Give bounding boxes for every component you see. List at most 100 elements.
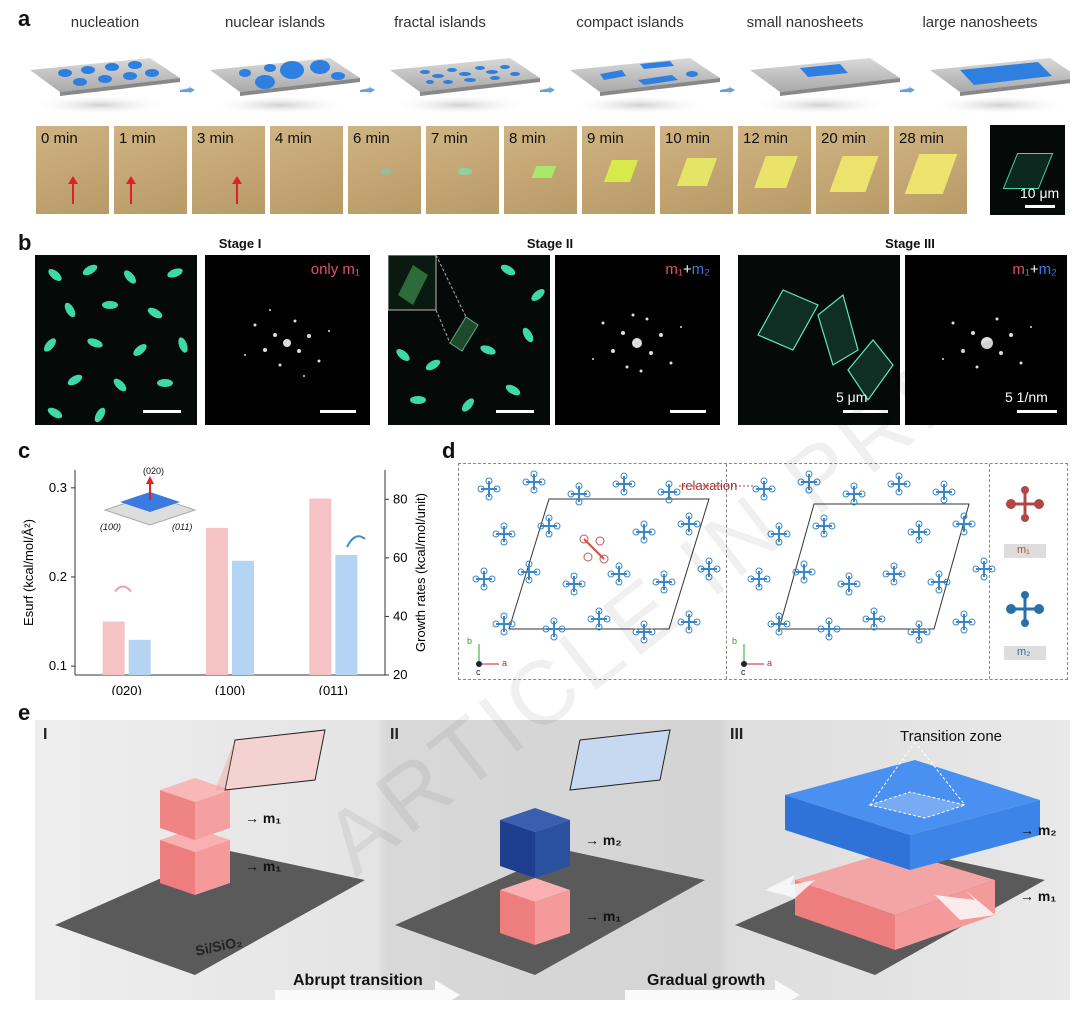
y-axis-right-label: Growth rates (kcal/mol/unit) xyxy=(413,493,428,652)
e-label-m2-stage2: → m₂ xyxy=(585,832,622,848)
arrow-left-icon xyxy=(114,585,132,593)
slab-small-nanosheets xyxy=(750,58,900,115)
stage3-cubes xyxy=(765,741,1040,950)
crystal-structure-box: relaxation m₁ m₂ b a c b a c xyxy=(458,463,1068,680)
frame-3min: 3 min xyxy=(191,125,266,215)
e-label-m1-stage2: → m₁ xyxy=(585,908,622,924)
frame-8min: 8 min xyxy=(503,125,578,215)
bar-esurf xyxy=(102,621,125,675)
y-axis-label: Esurf (kcal/mol/Å²) xyxy=(21,519,36,626)
bar-growth-rate xyxy=(232,560,254,675)
ytick-right-label: 80 xyxy=(393,491,407,506)
e-label-m2-stage3: → m₂ xyxy=(1020,822,1057,838)
inset-label-020: (020) xyxy=(143,466,165,476)
fluorescence-frame: 10 μm xyxy=(990,125,1065,215)
axis-c-right: c xyxy=(741,667,746,677)
axis-b-right: b xyxy=(732,636,738,646)
micrograph-stage1 xyxy=(35,255,197,425)
inset-label-011: (011) xyxy=(172,522,193,532)
axes-icon-left xyxy=(476,644,499,667)
bar-growth-rate xyxy=(335,554,358,675)
e-label-m1-bottom: → m₁ xyxy=(245,858,282,874)
frame-20min: 20 min xyxy=(815,125,890,215)
xtick-label: (100) xyxy=(215,683,245,695)
stage-label-small-nanosheets: small nanosheets xyxy=(746,14,864,31)
slab-large-nanosheets xyxy=(930,58,1070,115)
axis-c-left: c xyxy=(476,667,481,677)
ytick-right-label: 40 xyxy=(393,608,407,623)
axes-icon-right xyxy=(741,644,764,667)
scale-label-5-1nm: 5 1/nm xyxy=(1005,389,1048,405)
panel-a-letter: a xyxy=(18,6,31,31)
stage-roman-1: I xyxy=(43,726,48,743)
slab-nucleation xyxy=(30,58,180,115)
transition-zone-label: Transition zone xyxy=(900,728,1002,745)
frame-1min: 1 min xyxy=(113,125,188,215)
ytick-label: 0.1 xyxy=(49,658,67,673)
slab-fractal-islands xyxy=(390,58,540,115)
panel-d-letter: d xyxy=(442,438,456,463)
inset-label-100: (100) xyxy=(100,522,122,532)
stage-title-2: Stage II xyxy=(526,236,574,251)
saed-stage3: m₁+m₂ 5 1/nm xyxy=(905,255,1067,425)
slab-nuclear-islands xyxy=(210,58,360,115)
stage-label-compact-islands: compact islands xyxy=(576,14,684,31)
axis-a-right: a xyxy=(767,658,773,668)
stage1-cubes xyxy=(160,778,230,895)
xtick-label: (011) xyxy=(319,683,348,695)
legend-m1: m₁ xyxy=(1017,544,1030,556)
slab-compact-islands xyxy=(570,58,720,115)
stage-roman-2: II xyxy=(390,726,399,743)
e-label-m1-top: → m₁ xyxy=(245,810,282,826)
stage-label-fractal-islands: fractal islands xyxy=(394,14,486,31)
crystal-inset xyxy=(103,476,197,526)
ytick-right-label: 20 xyxy=(393,667,407,682)
abrupt-transition-label: Abrupt transition xyxy=(293,972,423,989)
red-arrow-icon xyxy=(126,176,136,204)
e-label-m1-stage3: → m₁ xyxy=(1020,888,1057,904)
frame-10min: 10 min xyxy=(659,125,734,215)
panel-b-letter: b xyxy=(18,230,32,255)
surface-energy-chart: 0.1 0.2 0.3 20 40 60 80 (020) (100) (011) Esurf (k… xyxy=(21,470,428,695)
micrograph-stage2 xyxy=(388,255,550,425)
panel-c-letter: c xyxy=(18,438,31,463)
frame-28min: 28 min xyxy=(893,125,968,215)
xtick-label: (020) xyxy=(111,683,141,695)
arrow-right-icon xyxy=(346,535,366,548)
bar-esurf xyxy=(206,527,228,675)
stage-roman-3: III xyxy=(730,726,744,743)
stage-title-1: Stage I xyxy=(218,236,262,251)
frame-9min: 9 min xyxy=(581,125,656,215)
axis-b-left: b xyxy=(467,636,473,646)
stage-label-nuclear-islands: nuclear islands xyxy=(224,14,326,31)
scale-label-10um: 10 μm xyxy=(1020,185,1060,201)
growth-mechanism-illustration: I II III → m₁ → m₁ → m₂ → m₁ → m₂ → m₁ S… xyxy=(35,720,1070,1000)
packing-diagrams xyxy=(472,470,1046,667)
ytick-label: 0.2 xyxy=(49,569,67,584)
saed-stage2: m₁+m₂ xyxy=(555,255,720,425)
ytick-right-label: 60 xyxy=(393,550,407,565)
stage-label-nucleation: nucleation xyxy=(70,14,140,31)
frame-0min: 0 min xyxy=(35,125,110,215)
legend-m2: m₂ xyxy=(1017,646,1031,658)
bar-growth-rate xyxy=(128,639,151,675)
relaxation-label: relaxation xyxy=(681,478,738,493)
axis-a-left: a xyxy=(502,658,508,668)
label-m1-plus-m2: m₁+m₂ xyxy=(665,261,710,278)
growth-schematic xyxy=(30,58,1070,115)
gradual-growth-label: Gradual growth xyxy=(647,972,766,989)
stage2-cubes xyxy=(500,808,570,945)
stage-title-3: Stage III xyxy=(885,236,935,251)
scale-label-5um: 5 μm xyxy=(836,389,868,405)
label-m1-plus-m2-stage3: m₁+m₂ xyxy=(1012,261,1057,278)
frame-7min: 7 min xyxy=(425,125,500,215)
red-arrow-icon xyxy=(68,176,78,204)
red-arrow-icon xyxy=(232,176,242,204)
saed-stage1: only m₁ xyxy=(205,255,370,425)
label-only-m1: only m₁ xyxy=(310,261,360,278)
micrograph-stage3: 5 μm xyxy=(738,255,900,425)
stage-label-large-nanosheets: large nanosheets xyxy=(922,14,1038,31)
frame-12min: 12 min xyxy=(737,125,812,215)
panel-e-letter: e xyxy=(18,700,31,725)
frame-6min: 6 min xyxy=(347,125,422,215)
